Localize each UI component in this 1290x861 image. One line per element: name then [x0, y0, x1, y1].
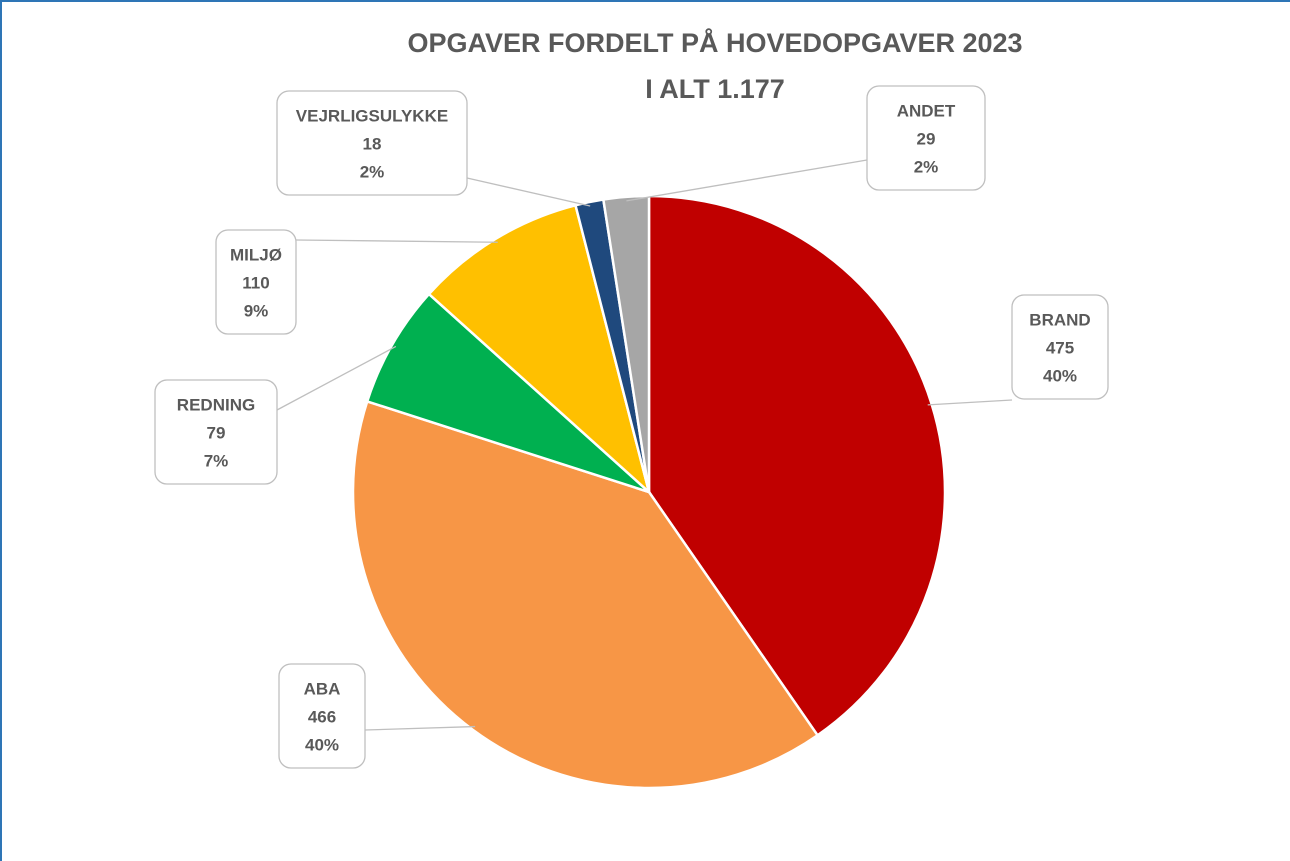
data-label: 40% [305, 735, 339, 754]
pie-slice [647, 194, 947, 738]
data-label: BRAND [1029, 310, 1090, 329]
data-label: 466 [308, 707, 336, 726]
data-label: 9% [244, 301, 269, 320]
label-box [278, 663, 366, 769]
leader-line [276, 345, 397, 411]
label-box [866, 85, 986, 191]
leader-line [466, 177, 591, 207]
chart-subtitle: I ALT 1.177 [645, 74, 785, 104]
data-label: ANDET [897, 101, 956, 120]
data-label: REDNING [177, 395, 255, 414]
leader-line [626, 159, 868, 202]
pie-slice [601, 194, 651, 493]
leader-line [364, 725, 476, 731]
data-label: 7% [204, 451, 229, 470]
data-label: 18 [363, 134, 382, 153]
chart-title: OPGAVER FORDELT PÅ HOVEDOPGAVER 2023 [407, 27, 1022, 58]
data-label: 2% [914, 157, 939, 176]
data-label: 79 [207, 423, 226, 442]
data-label: 29 [917, 129, 936, 148]
data-label: 40% [1043, 366, 1077, 385]
label-box [1011, 294, 1109, 400]
data-label: VEJRLIGSULYKKE [296, 106, 448, 125]
leader-line [927, 399, 1013, 406]
data-label: ABA [304, 679, 341, 698]
leader-line [295, 239, 498, 243]
pie-slice [365, 292, 650, 494]
data-label: 475 [1046, 338, 1074, 357]
data-label: 110 [242, 273, 269, 292]
pie-slice [427, 203, 652, 496]
data-label: MILJØ [230, 245, 282, 264]
label-box [154, 379, 278, 485]
pie-slice [351, 399, 820, 790]
label-box [276, 90, 468, 196]
label-box [215, 229, 297, 335]
data-label: 2% [360, 162, 385, 181]
